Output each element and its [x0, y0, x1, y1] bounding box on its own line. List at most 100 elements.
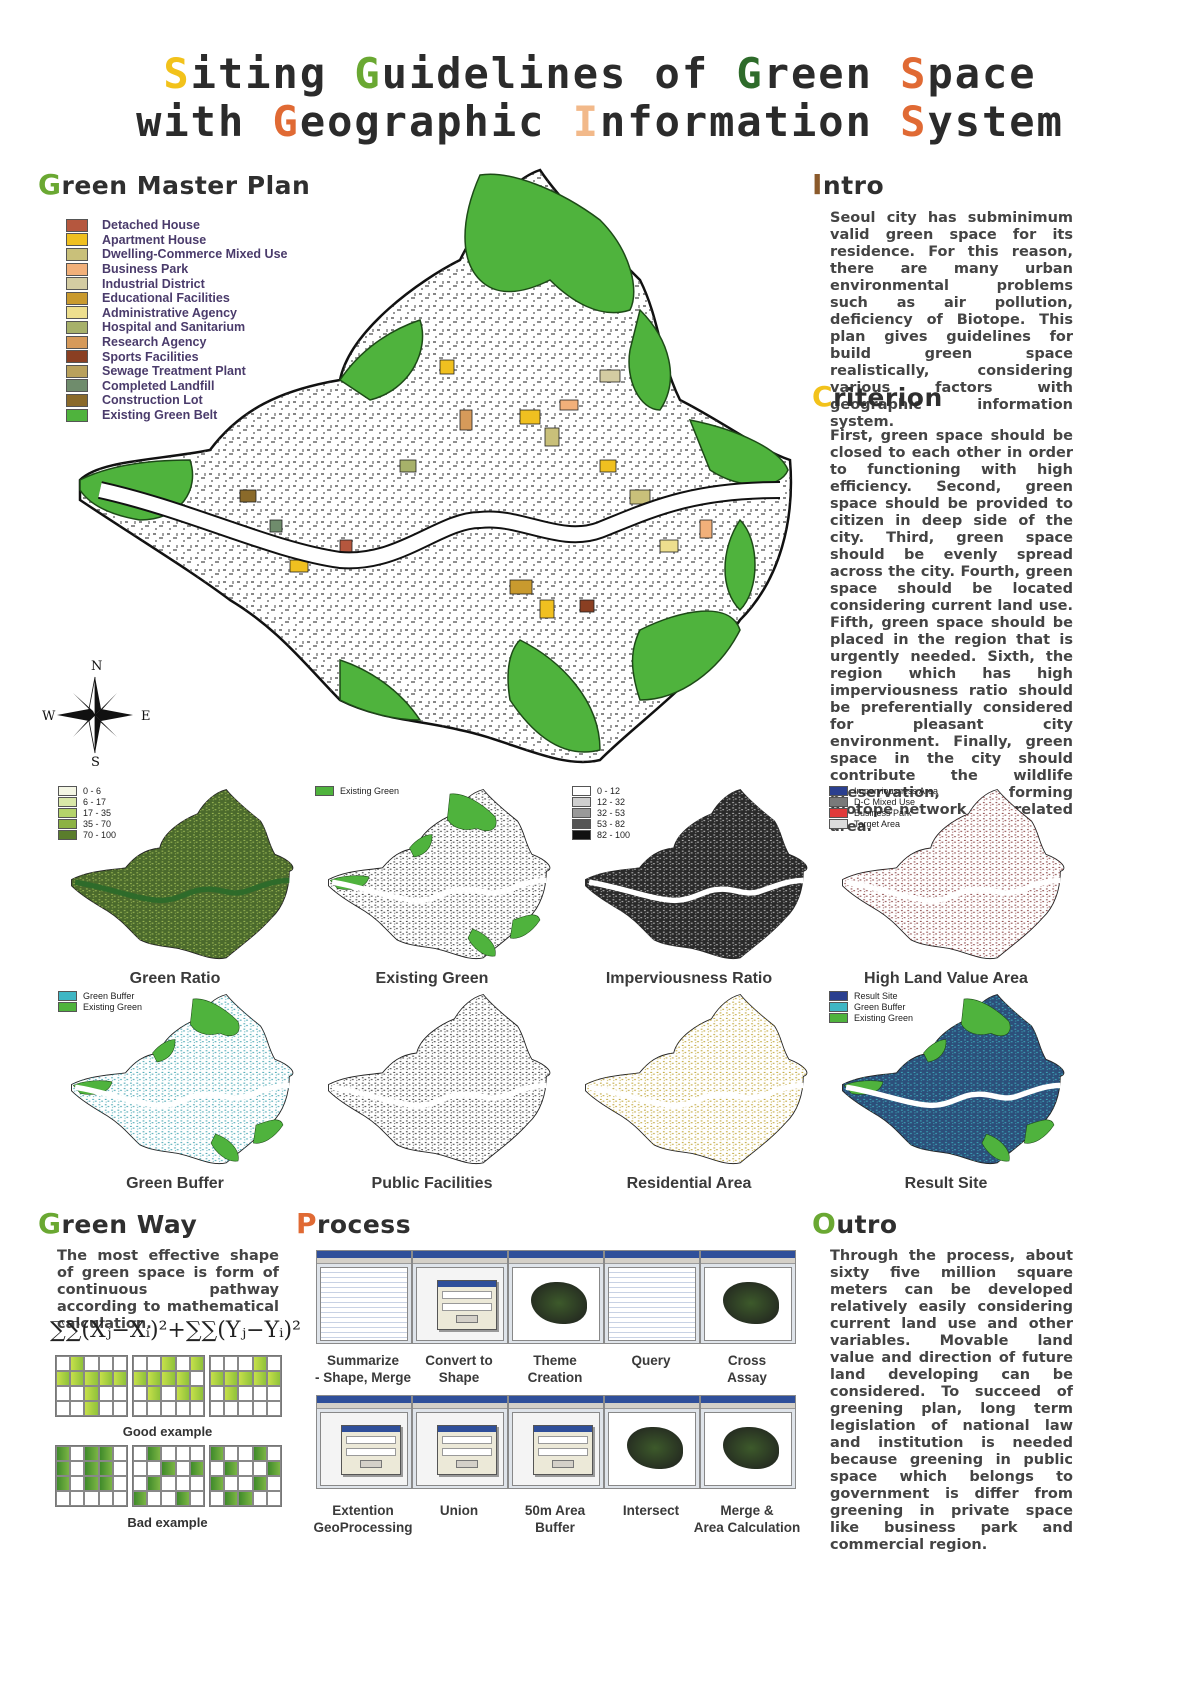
- grid-cell: [112, 1386, 127, 1401]
- good-example-grid: [55, 1355, 128, 1417]
- grid-cell: [84, 1386, 99, 1401]
- mini-legend-swatch: [58, 1001, 77, 1012]
- legend-item: Dwelling-Commerce Mixed Use: [66, 247, 366, 262]
- grid-cell: [56, 1476, 71, 1491]
- title-word: eographic: [299, 97, 573, 146]
- grid-cell: [224, 1491, 239, 1506]
- grid-cell: [133, 1446, 148, 1461]
- grid-cell: [133, 1461, 148, 1476]
- compass-n-label: N: [91, 659, 102, 674]
- mini-legend-swatch: [58, 785, 77, 796]
- mini-map: [842, 788, 1065, 960]
- legend-swatch: [66, 379, 88, 393]
- grid-cell: [70, 1356, 85, 1371]
- grid-cell: [56, 1491, 71, 1506]
- mini-legend-swatch: [58, 818, 77, 829]
- grid-cell: [175, 1386, 190, 1401]
- process-screenshot: [604, 1395, 700, 1489]
- map-panel-green: Existing Green Existing Green: [297, 785, 567, 1000]
- legend-item: Detached House: [66, 218, 366, 233]
- map-panel-public: Public Facilities: [297, 990, 567, 1205]
- mini-legend: Existing Green: [315, 785, 399, 796]
- mini-legend-item: 0 - 6: [58, 785, 116, 796]
- grid-cell: [98, 1476, 113, 1491]
- title-word: iting: [190, 49, 355, 98]
- grid-cell: [70, 1386, 85, 1401]
- grid-cell: [56, 1461, 71, 1476]
- grid-cell: [175, 1491, 190, 1506]
- title-capital-letter: S: [900, 49, 928, 98]
- mini-legend-label: Existing Green: [83, 1001, 143, 1012]
- grid-cell: [84, 1461, 99, 1476]
- process-step-label: Summarize - Shape, Merge: [314, 1353, 412, 1385]
- grid-cell: [266, 1386, 281, 1401]
- legend-item: Hospital and Sanitarium: [66, 320, 366, 335]
- legend-label: Research Agency: [102, 335, 207, 350]
- title-capital-letter: G: [736, 49, 764, 98]
- grid-cell: [70, 1401, 85, 1416]
- map-panel-impervious: 0 - 12 12 - 32 32 - 53 53 - 82 82 - 100 Imper…: [554, 785, 824, 1000]
- mini-legend-label: 17 - 35: [83, 807, 112, 818]
- legend-swatch: [66, 233, 88, 247]
- legend-swatch: [66, 306, 88, 320]
- process-step-label: Theme Creation: [527, 1353, 583, 1385]
- grid-cell: [252, 1371, 267, 1386]
- grid-cell: [70, 1491, 85, 1506]
- grid-cell: [210, 1446, 225, 1461]
- grid-cell: [112, 1446, 127, 1461]
- mini-legend-swatch: [829, 990, 848, 1001]
- mini-legend-label: 32 - 53: [597, 807, 626, 818]
- grid-cell: [175, 1476, 190, 1491]
- mini-legend-item: Result Site: [829, 990, 913, 1001]
- green-way-heading: Green Way: [38, 1207, 198, 1240]
- grid-cell: [266, 1446, 281, 1461]
- grid-cell: [56, 1446, 71, 1461]
- legend-label: Industrial District: [102, 276, 205, 291]
- grid-cell: [133, 1491, 148, 1506]
- title-word: reen: [763, 49, 901, 98]
- mini-legend-swatch: [829, 796, 848, 807]
- compass-s-label: S: [91, 755, 100, 770]
- bad-example-grid: [55, 1445, 128, 1507]
- mini-legend-label: Target Area: [854, 818, 901, 829]
- grid-cell: [70, 1371, 85, 1386]
- green-way-text: The most effective shape of green space …: [57, 1248, 279, 1332]
- mini-map: [585, 993, 808, 1165]
- mini-legend-swatch: [829, 818, 848, 829]
- grid-cell: [252, 1491, 267, 1506]
- mini-legend: 0 - 12 12 - 32 32 - 53 53 - 82 82 - 100: [572, 785, 630, 840]
- grid-cell: [175, 1356, 190, 1371]
- process-step-label: Convert to Shape: [425, 1353, 493, 1385]
- grid-cell: [147, 1461, 162, 1476]
- legend-label: Completed Landfill: [102, 378, 215, 393]
- grid-cell: [84, 1446, 99, 1461]
- mini-legend-label: 53 - 82: [597, 818, 626, 829]
- grid-cell: [210, 1461, 225, 1476]
- grid-cell: [112, 1476, 127, 1491]
- legend-label: Apartment House: [102, 232, 207, 247]
- grid-cell: [161, 1476, 176, 1491]
- mini-legend-label: Green Buffer: [854, 1001, 906, 1012]
- mini-legend-label: Result Site: [854, 990, 898, 1001]
- grid-cell: [84, 1401, 99, 1416]
- grid-cell: [266, 1461, 281, 1476]
- grid-cell: [210, 1356, 225, 1371]
- grid-cell: [112, 1461, 127, 1476]
- process-screenshot: [412, 1395, 508, 1489]
- process-screenshot: [412, 1250, 508, 1344]
- mini-legend-label: Existing Green: [854, 1012, 914, 1023]
- process-step-label: Intersect: [622, 1503, 680, 1518]
- grid-cell: [133, 1476, 148, 1491]
- grid-cell: [252, 1401, 267, 1416]
- legend-label: Detached House: [102, 218, 200, 233]
- mini-legend-swatch: [572, 785, 591, 796]
- grid-cell: [224, 1476, 239, 1491]
- outro-heading: Outro: [812, 1207, 898, 1240]
- process-heading: Process: [296, 1207, 412, 1240]
- criterion-text: First, green space should be closed to e…: [830, 428, 1073, 835]
- grid-cell: [175, 1371, 190, 1386]
- grid-cell: [252, 1476, 267, 1491]
- title-word: pace: [927, 49, 1037, 98]
- grid-cell: [189, 1356, 204, 1371]
- mini-legend-swatch: [829, 785, 848, 796]
